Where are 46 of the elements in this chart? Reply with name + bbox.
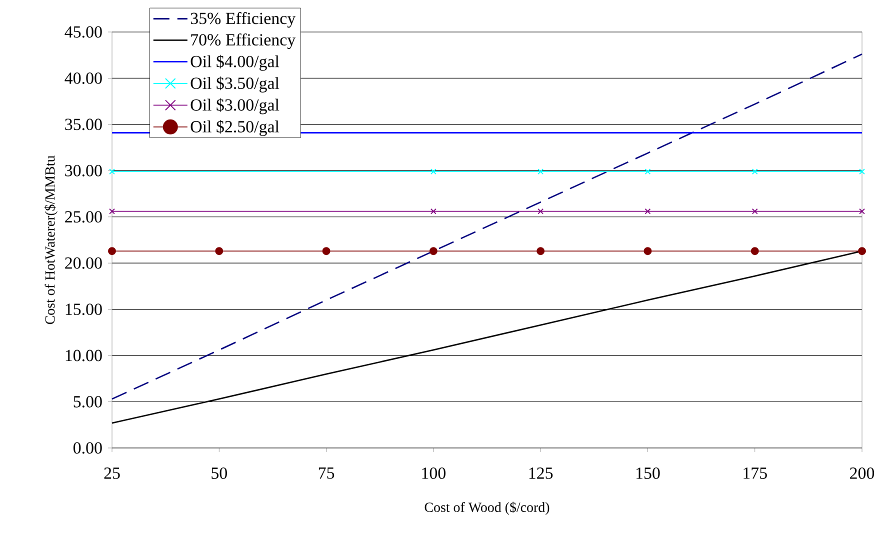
point xyxy=(752,168,758,175)
legend-label: Oil $2.50/gal xyxy=(190,120,280,136)
point xyxy=(750,247,759,256)
x-tick-label: 125 xyxy=(529,468,553,479)
x-tick-label: 25 xyxy=(104,468,120,479)
y-tick-label: 30.00 xyxy=(65,164,102,176)
y-tick-label: 0.00 xyxy=(73,442,102,454)
x-tick-label: 100 xyxy=(422,468,446,479)
point xyxy=(430,168,436,175)
point xyxy=(322,247,330,256)
y-tick-label: 25.00 xyxy=(65,211,102,223)
y-tick-label: 5.00 xyxy=(74,396,102,408)
x-tick-label: 150 xyxy=(636,468,660,479)
legend-label: Oil $4.00/gal xyxy=(190,54,280,71)
point xyxy=(109,168,115,175)
x-axis-title: Cost of Wood ($/cord) xyxy=(424,502,550,515)
legend-label: 35% Efficiency xyxy=(190,12,296,28)
point xyxy=(644,247,652,256)
point xyxy=(859,168,865,175)
point xyxy=(538,168,544,175)
x-tick-label: 75 xyxy=(318,468,334,479)
point xyxy=(644,168,651,175)
point xyxy=(859,208,865,214)
y-tick-label: 20.00 xyxy=(65,257,102,269)
point xyxy=(536,247,545,256)
legend-label: 70% Efficiency xyxy=(191,33,296,50)
legend-label: Oil $3.50/gal xyxy=(190,76,280,92)
point xyxy=(752,208,758,214)
point xyxy=(858,247,866,256)
legend-label: Oil $3.00/gal xyxy=(190,98,280,114)
point xyxy=(109,208,115,214)
point xyxy=(430,208,436,214)
point xyxy=(644,208,651,214)
point xyxy=(538,208,544,214)
x-tick-label: 175 xyxy=(744,468,767,479)
x-tick-label: 50 xyxy=(212,468,227,479)
y-tick-label: 15.00 xyxy=(66,304,102,316)
y-tick-label: 35.00 xyxy=(65,118,102,130)
x-tick-label: 200 xyxy=(850,468,874,479)
y-axis-title: Cost of HotWaterer($/MMBtu xyxy=(44,156,58,324)
y-tick-label: 40.00 xyxy=(64,72,102,84)
y-tick-label: 45.00 xyxy=(64,26,102,38)
y-tick-label: 10.00 xyxy=(66,350,102,362)
point xyxy=(215,247,224,256)
point xyxy=(108,247,116,256)
point xyxy=(429,247,438,256)
